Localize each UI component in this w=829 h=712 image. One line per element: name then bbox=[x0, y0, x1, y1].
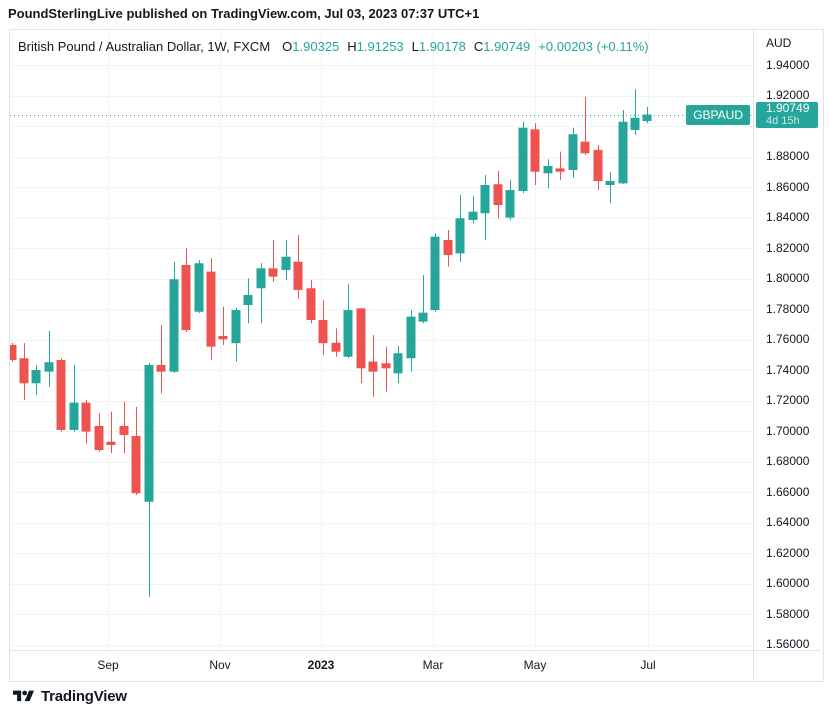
candle-body bbox=[256, 268, 266, 289]
candle-body bbox=[19, 358, 29, 384]
time-tick-label: 2023 bbox=[307, 658, 335, 672]
candle-body bbox=[194, 263, 204, 312]
price-line-symbol-badge: GBPAUD bbox=[686, 104, 750, 125]
candle-body bbox=[543, 165, 553, 174]
price-tick-label: 1.62000 bbox=[766, 545, 810, 560]
badge-countdown: 4d 15h bbox=[766, 114, 800, 127]
axis-corner bbox=[753, 650, 821, 679]
footer: TradingView bbox=[13, 684, 127, 708]
candle-body bbox=[381, 363, 391, 369]
candle-body bbox=[593, 149, 603, 182]
time-tick-label: Mar bbox=[422, 658, 444, 672]
candle-body bbox=[144, 364, 154, 502]
price-tick-label: 1.74000 bbox=[766, 362, 810, 377]
candle-body bbox=[518, 127, 528, 191]
candle-body bbox=[69, 402, 79, 430]
price-tick-label: 1.58000 bbox=[766, 606, 810, 621]
price-tick-label: 1.92000 bbox=[766, 88, 810, 102]
currency-label: AUD bbox=[766, 36, 792, 50]
candle-body bbox=[418, 312, 428, 322]
candle-body bbox=[331, 342, 341, 352]
publish-header-text: PoundSterlingLive published on TradingVi… bbox=[8, 6, 480, 21]
price-tick-label: 1.84000 bbox=[766, 210, 810, 224]
candlestick-chart[interactable] bbox=[10, 30, 753, 650]
candle-body bbox=[430, 236, 440, 311]
time-tick-label: Nov bbox=[209, 658, 231, 672]
price-tick-label: 1.78000 bbox=[766, 301, 810, 316]
price-tick-label: 1.86000 bbox=[766, 179, 810, 194]
tradingview-logo-icon[interactable] bbox=[13, 688, 34, 705]
candle-body bbox=[555, 168, 565, 172]
price-tick-label: 1.56000 bbox=[766, 637, 810, 651]
candle-body bbox=[131, 436, 141, 494]
candle-body bbox=[268, 268, 278, 277]
candle-body bbox=[480, 185, 490, 214]
time-tick-label: May bbox=[523, 658, 547, 672]
candle-body bbox=[443, 240, 453, 256]
candle-body bbox=[10, 344, 17, 360]
price-tick-label: 1.82000 bbox=[766, 240, 810, 255]
candle-body bbox=[119, 425, 129, 435]
time-axis[interactable]: Sep Nov 2023 Mar May Jul bbox=[10, 650, 753, 679]
candle-body bbox=[605, 181, 615, 186]
price-tick-label: 1.68000 bbox=[766, 454, 810, 468]
candle-body bbox=[568, 134, 578, 171]
candle-body bbox=[318, 319, 328, 344]
countdown-badge: 1.90749 4d 15h bbox=[756, 100, 818, 128]
candle-body bbox=[231, 310, 241, 344]
candle-body bbox=[169, 279, 179, 372]
price-tick-label: 1.60000 bbox=[766, 576, 810, 590]
candle-body bbox=[343, 310, 353, 357]
badge-price: 1.90749 bbox=[766, 100, 810, 115]
candle-body bbox=[56, 359, 66, 430]
candle-body bbox=[306, 288, 316, 320]
candle-body bbox=[156, 364, 166, 372]
price-axis[interactable]: AUD 1.94000 1.92000 1.88000 1.86000 1.84000 1… bbox=[753, 30, 821, 651]
candle-body bbox=[618, 121, 628, 184]
candle-body bbox=[243, 294, 253, 306]
candle-body bbox=[206, 271, 216, 347]
candle-body bbox=[356, 308, 366, 369]
candle-body bbox=[393, 353, 403, 374]
candle-body bbox=[505, 190, 515, 218]
candle-body bbox=[530, 129, 540, 172]
time-tick-label: Jul bbox=[640, 658, 656, 672]
price-pane[interactable]: British Pound / Australian Dollar, 1W, F… bbox=[10, 30, 753, 650]
candle-body bbox=[31, 370, 41, 384]
chart-container: British Pound / Australian Dollar, 1W, F… bbox=[9, 29, 824, 682]
price-tick-label: 1.70000 bbox=[766, 423, 810, 438]
price-tick-label: 1.94000 bbox=[766, 57, 810, 72]
tradingview-wordmark[interactable]: TradingView bbox=[41, 687, 127, 705]
candle-body bbox=[630, 117, 640, 130]
price-tick-label: 1.72000 bbox=[766, 393, 810, 407]
candle-body bbox=[406, 316, 416, 359]
price-tick-label: 1.80000 bbox=[766, 271, 810, 285]
candle-body bbox=[293, 261, 303, 290]
candle-body bbox=[181, 264, 191, 331]
candle-body bbox=[44, 362, 54, 372]
candle-body bbox=[218, 335, 228, 340]
price-tick-label: 1.88000 bbox=[766, 149, 810, 163]
time-tick-label: Sep bbox=[97, 658, 119, 672]
price-tick-label: 1.66000 bbox=[766, 484, 810, 499]
candle-body bbox=[368, 361, 378, 372]
candle-body bbox=[281, 256, 291, 270]
price-tick-label: 1.76000 bbox=[766, 332, 810, 346]
candle-body bbox=[493, 184, 503, 205]
price-tick-label: 1.64000 bbox=[766, 515, 810, 529]
candle-body bbox=[81, 402, 91, 432]
candle-body bbox=[455, 218, 465, 254]
candle-body bbox=[580, 141, 590, 154]
candle-body bbox=[642, 114, 652, 122]
candle-body bbox=[468, 211, 478, 220]
candle-body bbox=[94, 425, 104, 451]
candle-body bbox=[106, 441, 116, 446]
